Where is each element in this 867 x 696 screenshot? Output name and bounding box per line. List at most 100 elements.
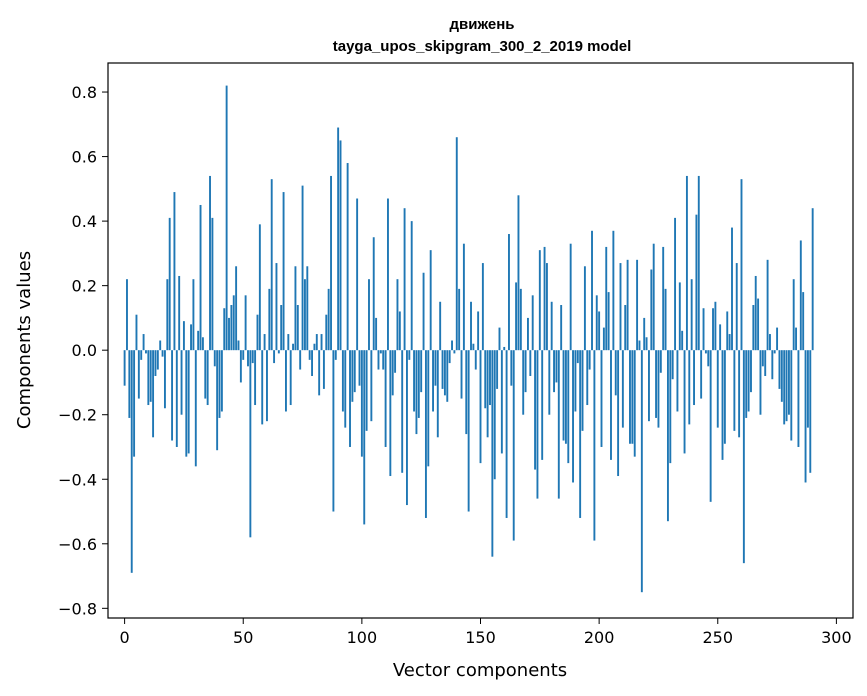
bar-269 [761, 350, 764, 367]
bar-161 [505, 350, 508, 518]
bar-246 [707, 350, 710, 367]
bar-166 [517, 195, 520, 351]
bar-59 [263, 334, 266, 351]
bar-20 [171, 350, 174, 441]
bar-247 [709, 350, 712, 502]
bar-84 [322, 350, 325, 389]
bar-225 [657, 350, 660, 428]
bar-105 [372, 237, 375, 351]
bar-89 [334, 350, 337, 360]
bar-171 [529, 350, 532, 376]
bar-76 [303, 279, 306, 351]
bar-35 [206, 350, 209, 406]
bar-138 [451, 340, 453, 351]
bar-113 [391, 350, 394, 396]
bar-197 [591, 230, 593, 351]
bar-122 [413, 350, 416, 412]
bar-18 [166, 279, 169, 351]
bar-97 [353, 350, 356, 393]
bar-99 [358, 350, 361, 386]
bar-268 [759, 350, 762, 415]
bar-120 [408, 350, 411, 360]
bar-98 [356, 198, 359, 351]
bar-181 [553, 350, 555, 393]
bar-272 [769, 334, 771, 351]
bar-148 [474, 350, 477, 370]
bar-263 [747, 350, 750, 412]
bar-188 [569, 243, 572, 351]
bar-4 [133, 350, 136, 457]
bar-214 [631, 350, 634, 444]
bar-267 [757, 298, 760, 351]
bar-109 [382, 350, 385, 370]
bar-46 [232, 295, 235, 351]
bar-119 [406, 350, 408, 506]
bar-141 [458, 288, 461, 351]
bar-147 [472, 343, 475, 351]
bar-207 [614, 350, 617, 396]
bar-264 [750, 350, 752, 393]
bar-254 [726, 311, 729, 351]
bar-228 [664, 288, 667, 351]
bar-94 [346, 163, 349, 351]
bar-88 [332, 350, 335, 512]
bar-260 [740, 179, 743, 351]
bar-64 [275, 263, 278, 351]
y-tick-label: 0.2 [72, 277, 97, 296]
bar-73 [296, 305, 299, 351]
bar-237 [685, 175, 688, 351]
x-tick-label: 250 [702, 628, 733, 647]
bar-62 [270, 179, 273, 351]
bar-125 [420, 350, 423, 393]
bars-group [123, 85, 814, 593]
bar-42 [223, 308, 226, 351]
bar-24 [180, 350, 183, 415]
bar-213 [629, 350, 631, 444]
bar-28 [190, 324, 192, 351]
y-tick-label: 0.0 [72, 341, 97, 360]
bar-236 [683, 350, 686, 454]
bar-235 [681, 330, 684, 351]
bar-6 [137, 350, 140, 399]
y-tick-label: −0.2 [58, 406, 97, 425]
bar-103 [368, 279, 370, 351]
bar-106 [375, 317, 378, 351]
bar-212 [626, 259, 629, 351]
bar-2 [128, 350, 131, 418]
bar-65 [277, 350, 280, 354]
bar-145 [467, 350, 470, 512]
bar-68 [285, 350, 287, 412]
bar-208 [617, 350, 620, 477]
bar-1 [126, 279, 128, 351]
bar-30 [194, 350, 197, 467]
bar-152 [484, 350, 487, 409]
bar-218 [640, 350, 643, 593]
bar-244 [702, 308, 705, 351]
bar-83 [320, 334, 323, 351]
bar-160 [503, 346, 506, 351]
plot-frame [107, 62, 854, 619]
y-tick-label: −0.4 [58, 470, 97, 489]
bar-202 [602, 327, 605, 351]
bar-284 [797, 350, 800, 447]
bar-230 [669, 350, 672, 464]
bar-75 [301, 185, 304, 351]
bar-279 [785, 350, 788, 422]
bar-274 [773, 350, 776, 354]
bar-158 [498, 327, 501, 351]
bar-117 [401, 350, 404, 473]
y-axis-ticks: −0.8 −0.6 −0.4 −0.2 0.0 0.2 0.4 0.6 0.8 [58, 83, 108, 618]
bar-78 [308, 350, 311, 360]
bar-217 [638, 340, 641, 351]
bar-278 [783, 350, 786, 425]
bar-67 [282, 192, 285, 351]
bar-41 [220, 350, 223, 412]
y-tick-label: −0.8 [58, 599, 97, 618]
bar-215 [633, 350, 636, 457]
bar-124 [417, 350, 420, 418]
bar-130 [432, 350, 434, 412]
bar-282 [792, 279, 795, 351]
bar-31 [197, 330, 200, 351]
bar-77 [306, 266, 309, 351]
bar-48 [237, 340, 240, 351]
